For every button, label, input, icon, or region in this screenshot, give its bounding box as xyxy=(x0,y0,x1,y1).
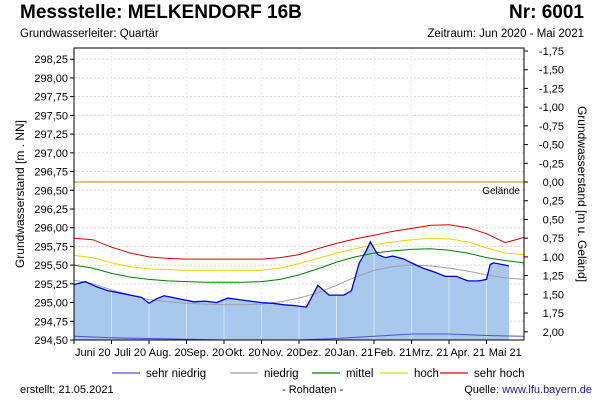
y-tick-label-left: 297,25 xyxy=(34,129,68,141)
x-tick-label: Juli 20 xyxy=(114,347,146,359)
x-tick-label: Apr. 21 xyxy=(450,347,485,359)
raw-data-note: - Rohdaten - xyxy=(282,384,344,396)
y-axis-title-right: Grundwasserstand [m u. Geländ] xyxy=(575,106,589,282)
legend-label-sehr_niedrig: sehr niedrig xyxy=(146,368,206,380)
created-date: erstellt: 21.05.2021 xyxy=(20,384,114,396)
source: Quelle: www.lfu.bayern.de xyxy=(464,384,592,396)
y-tick-label-left: 297,00 xyxy=(34,148,68,160)
legend-label-niedrig: niedrig xyxy=(264,368,299,380)
y-tick-label-right: -1,25 xyxy=(539,83,564,95)
y-tick-label-left: 298,00 xyxy=(34,73,68,85)
y-tick-label-left: 294,75 xyxy=(34,316,68,328)
y-tick-label-left: 296,50 xyxy=(34,185,68,197)
x-tick-label: Mrz. 21 xyxy=(412,347,449,359)
y-tick-label-right: 1,00 xyxy=(543,252,564,264)
x-tick-label: Dez. 20 xyxy=(299,347,337,359)
x-tick-label: Jan. 21 xyxy=(337,347,373,359)
x-tick-label: Mai 21 xyxy=(489,347,522,359)
y-tick-label-right: 1,50 xyxy=(543,289,564,301)
x-tick-label: Okt. 20 xyxy=(225,347,260,359)
y-tick-label-right: -1,00 xyxy=(539,102,564,114)
y-tick-label-right: -0,25 xyxy=(539,158,564,170)
measured-area-fill xyxy=(74,241,509,340)
series-line-sehr_hoch xyxy=(73,224,525,260)
axes: 298,25 298,00 297,75 297,50 297,25 297,00 296,… xyxy=(13,46,589,359)
y-tick-label-right: 1,75 xyxy=(543,308,564,320)
legend-label-sehr_hoch: sehr hoch xyxy=(474,368,525,380)
y-tick-label-left: 297,75 xyxy=(34,92,68,104)
series-line-mittel xyxy=(73,248,525,283)
y-tick-label-right: 1,25 xyxy=(543,271,564,283)
period-label: Zeitraum: Jun 2020 - Mai 2021 xyxy=(427,28,584,40)
aquifer-label: Grundwasserleiter: Quartär xyxy=(20,28,159,40)
y-tick-label-right: 0,25 xyxy=(543,196,564,208)
measured-line xyxy=(73,240,510,308)
y-tick-label-right: 2,00 xyxy=(543,327,564,339)
y-tick-label-left: 296,00 xyxy=(34,223,68,235)
y-axis-title-left: Grundwasserstand [m . NN] xyxy=(13,120,27,268)
y-tick-label-right: -1,75 xyxy=(539,46,564,58)
series-line-niedrig xyxy=(73,264,525,306)
x-tick-label: Aug. 20 xyxy=(149,347,187,359)
y-tick-label-left: 295,50 xyxy=(34,260,68,272)
x-tick-label: Sep. 20 xyxy=(186,347,224,359)
y-tick-label-right: -1,50 xyxy=(539,65,564,77)
y-tick-label-left: 295,75 xyxy=(34,241,68,253)
y-tick-label-left: 295,25 xyxy=(34,279,68,291)
x-tick-label: Feb. 21 xyxy=(374,347,411,359)
series-line-hoch xyxy=(73,237,525,271)
y-tick-label-left: 298,25 xyxy=(34,54,68,66)
y-tick-label-left: 296,75 xyxy=(34,167,68,179)
y-tick-label-left: 294,50 xyxy=(34,335,68,347)
legend: sehr niedrig niedrig mittel hoch sehr hoch xyxy=(112,368,525,380)
y-tick-label-right: -0,50 xyxy=(539,140,564,152)
source-link[interactable]: www.lfu.bayern.de xyxy=(502,384,592,396)
legend-label-hoch: hoch xyxy=(414,368,439,380)
station-title: Messstelle: MELKENDORF 16B xyxy=(20,2,302,23)
y-tick-label-right: 0,00 xyxy=(543,177,564,189)
y-tick-label-left: 297,50 xyxy=(34,110,68,122)
source-label: Quelle: xyxy=(464,384,503,396)
y-tick-label-right: 0,75 xyxy=(543,233,564,245)
y-tick-label-left: 295,00 xyxy=(34,298,68,310)
x-tick-label: Nov. 20 xyxy=(262,347,299,359)
gelaende-label: Gelände xyxy=(482,186,520,197)
legend-label-mittel: mittel xyxy=(346,368,373,380)
y-tick-label-left: 296,25 xyxy=(34,204,68,216)
station-number: Nr: 6001 xyxy=(509,2,584,23)
y-tick-label-right: -0,75 xyxy=(539,121,564,133)
x-tick-label: Juni 20 xyxy=(75,347,110,359)
y-tick-label-right: 0,50 xyxy=(543,214,564,226)
